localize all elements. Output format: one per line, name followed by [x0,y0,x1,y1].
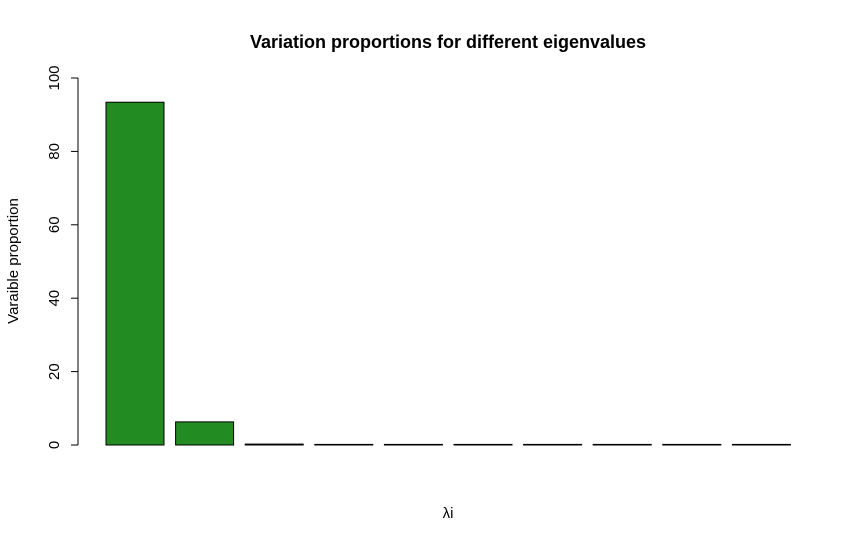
bar-5 [383,443,443,446]
y-tick-label: 80 [46,143,63,160]
bar-3 [244,443,304,446]
y-tick-label: 60 [46,216,63,233]
chart-title: Variation proportions for different eige… [250,32,646,52]
y-tick-label: 40 [46,290,63,307]
x-axis-label: λi [443,505,454,522]
bar-7 [523,443,583,446]
bar-2 [175,421,235,446]
bar-6 [453,443,513,446]
bar-4 [314,443,374,446]
y-tick-label: 20 [46,363,63,380]
bar-9 [662,443,722,446]
y-tick-label: 100 [46,65,63,90]
y-tick-label: 0 [46,441,63,449]
bar-8 [592,443,652,446]
bars-group [105,101,791,446]
bar-1 [105,101,165,446]
bar-10 [731,443,791,446]
y-axis: 0 20 40 60 80 100 [46,65,79,449]
y-axis-label: Varaible proportion [5,198,22,324]
